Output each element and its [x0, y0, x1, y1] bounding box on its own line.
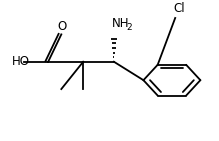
Text: NH: NH — [112, 17, 129, 30]
Text: 2: 2 — [126, 23, 132, 32]
Text: HO: HO — [12, 55, 30, 68]
Text: O: O — [58, 20, 67, 33]
Text: Cl: Cl — [174, 2, 185, 15]
